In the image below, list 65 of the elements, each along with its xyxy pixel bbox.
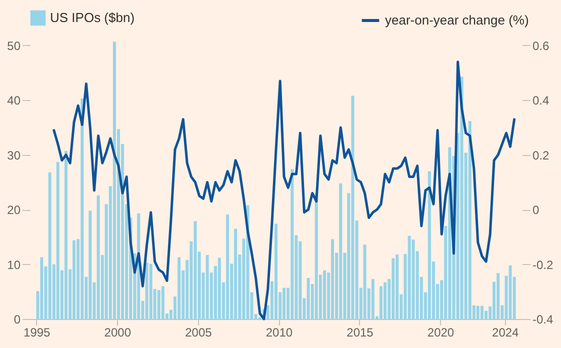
bar: [408, 236, 411, 319]
bar: [363, 244, 366, 319]
y-tick-label: 10: [7, 258, 21, 272]
bar: [96, 195, 100, 319]
bar: [149, 264, 152, 319]
y2-tick-label: 0: [532, 203, 540, 218]
bar: [88, 210, 92, 319]
y2-tick-label: -0.4: [532, 312, 554, 326]
bar: [157, 290, 160, 319]
bar: [508, 265, 512, 319]
bar: [226, 214, 230, 319]
bar: [339, 183, 342, 319]
bar: [282, 288, 286, 319]
bar: [384, 282, 387, 319]
bar: [80, 98, 84, 319]
bar: [56, 162, 60, 319]
bar: [476, 306, 480, 319]
x-tick-label: 2005: [185, 326, 212, 340]
bar: [64, 151, 68, 319]
x-tick-label: 2010: [266, 326, 293, 340]
bar: [496, 273, 500, 319]
y-tick-label: 50: [7, 38, 21, 53]
bar: [392, 258, 395, 319]
bar: [206, 254, 209, 319]
bar: [112, 42, 116, 319]
bar: [194, 221, 197, 319]
bar: [274, 224, 278, 319]
y-tick-label: 30: [7, 148, 21, 162]
bar: [428, 171, 431, 319]
y2-tick-label: 0.2: [532, 148, 550, 162]
bar: [331, 239, 334, 319]
line-series: [52, 60, 516, 320]
bar: [306, 278, 310, 319]
bar: [40, 257, 44, 319]
bar: [371, 279, 374, 319]
x-tick-label: 2020: [427, 326, 454, 340]
bar: [396, 254, 399, 319]
bar: [351, 96, 354, 319]
bar: [218, 258, 221, 319]
x-tick-label: 2024: [492, 326, 520, 340]
y2-tick-label: 0.6: [532, 38, 550, 53]
bar: [314, 193, 318, 319]
bar: [323, 270, 326, 319]
x-tick-label: 2000: [104, 326, 132, 340]
bar: [178, 257, 181, 319]
bar: [161, 286, 164, 319]
y-tick-label: 40: [7, 94, 21, 108]
bar: [290, 169, 294, 319]
y-tick-label: 20: [7, 203, 21, 218]
x-tick-label: 1995: [24, 326, 51, 340]
x-tick-label: 2015: [346, 326, 374, 340]
bar: [480, 306, 484, 319]
legend-label: US IPOs ($bn): [50, 10, 135, 25]
bar: [468, 120, 472, 319]
bar: [48, 172, 52, 319]
bar: [72, 240, 76, 319]
bar: [379, 286, 382, 319]
bar: [145, 262, 148, 319]
legend-label: year-on-year change (%): [385, 12, 529, 28]
bar: [460, 76, 464, 319]
y2-tick-label: 0.4: [532, 94, 550, 108]
y-tick-label: 0: [14, 312, 21, 326]
bar: [234, 228, 238, 319]
y2-tick-label: -0.2: [532, 258, 554, 272]
bar: [412, 240, 415, 319]
